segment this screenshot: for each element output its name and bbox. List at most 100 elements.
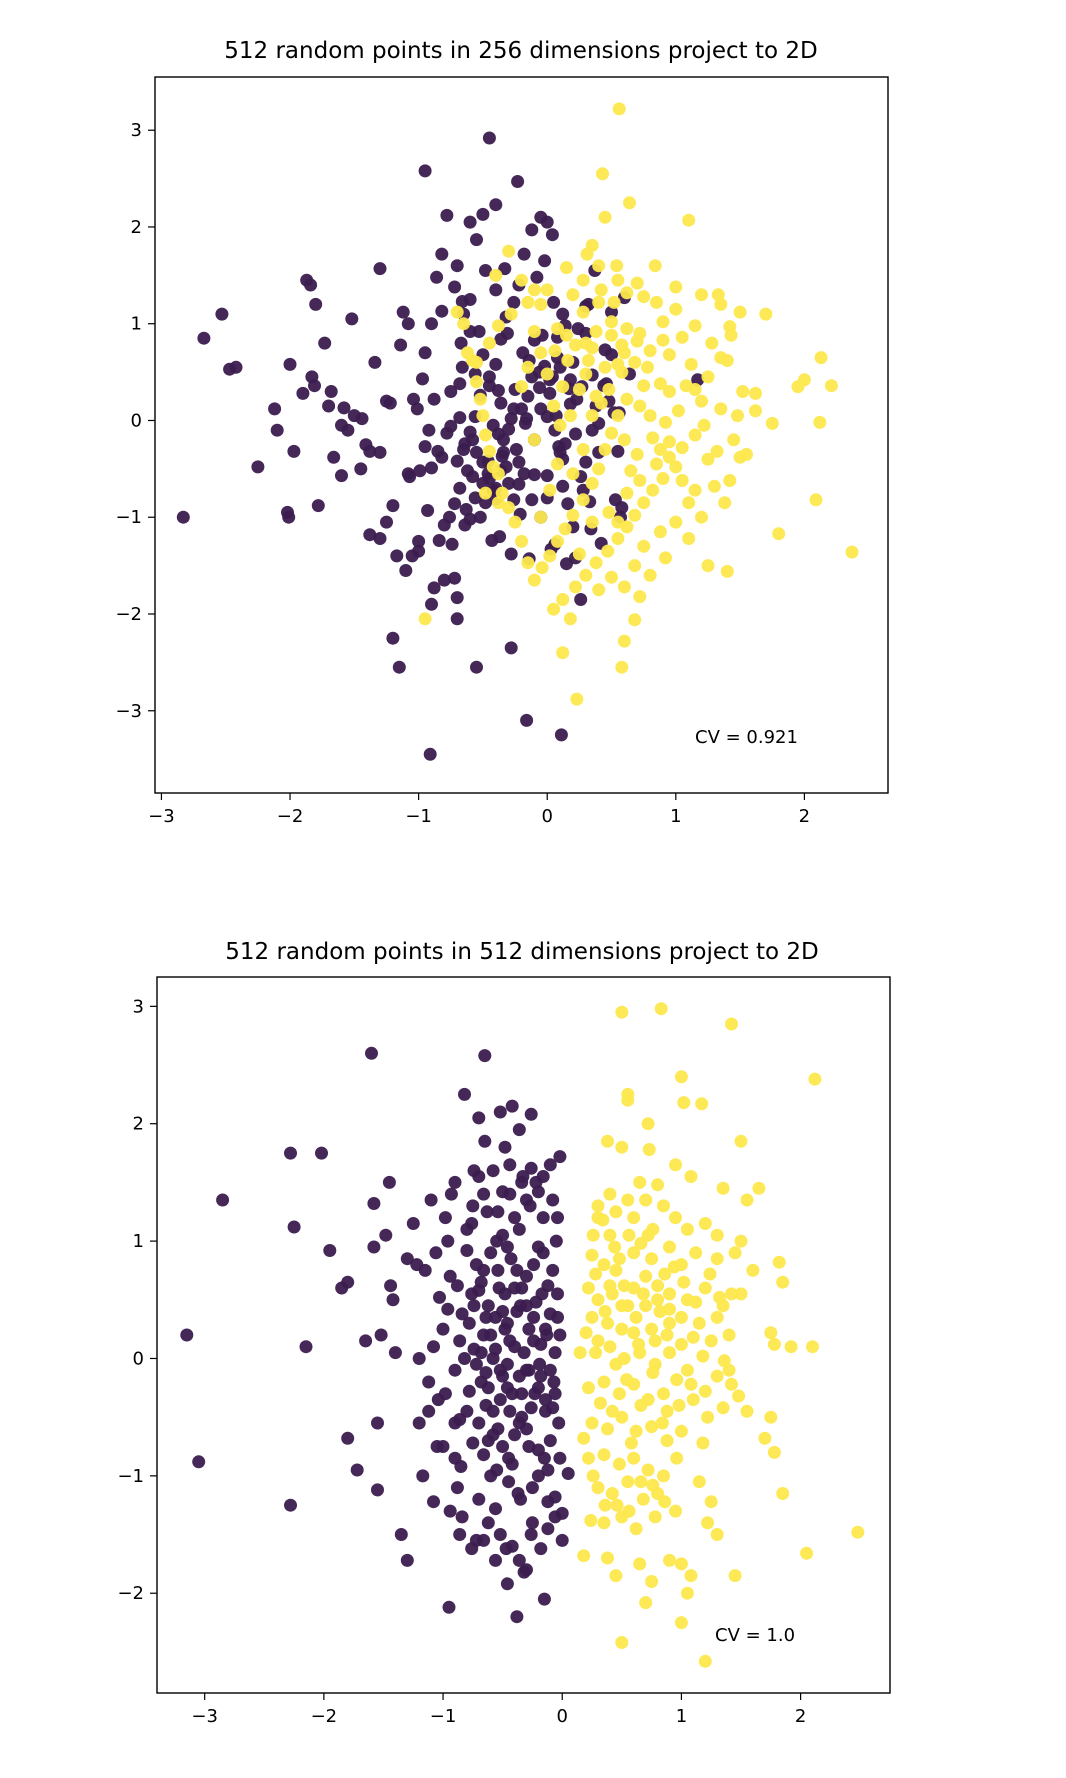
scatter-point: [728, 1246, 742, 1260]
scatter-point: [444, 1187, 458, 1201]
scatter-point: [371, 1483, 384, 1497]
scatter-point: [637, 379, 651, 393]
scatter-point: [605, 426, 618, 440]
scatter-point: [648, 1334, 662, 1348]
scatter-point: [675, 330, 689, 344]
scatter-point: [368, 355, 382, 369]
scatter-point: [603, 1187, 617, 1201]
scatter-point: [478, 1049, 492, 1063]
scatter-point: [491, 384, 505, 397]
scatter-point: [480, 1205, 494, 1219]
scatter-point: [560, 261, 573, 275]
scatter-point: [418, 164, 432, 178]
scatter-point: [749, 404, 762, 418]
scatter-point: [539, 1322, 552, 1336]
scatter-point: [609, 1357, 623, 1371]
scatter-point: [546, 1263, 560, 1277]
scatter-point: [814, 351, 828, 365]
scatter-point: [540, 469, 554, 483]
scatter-point: [553, 1451, 567, 1465]
scatter-point: [359, 1334, 373, 1348]
scatter-point: [476, 207, 490, 221]
scatter-point: [627, 1246, 641, 1260]
y-tick-label: 0: [133, 1348, 144, 1369]
scatter-point: [695, 510, 708, 524]
scatter-point: [563, 397, 577, 411]
scatter-point: [460, 1244, 474, 1257]
scatter-point: [767, 1337, 781, 1351]
scatter-point: [722, 1328, 736, 1342]
y-tick-label: −2: [115, 604, 142, 625]
scatter-point: [660, 1328, 674, 1342]
scatter-point: [507, 295, 521, 309]
scatter-point: [472, 325, 486, 338]
scatter-point: [531, 1185, 545, 1199]
scatter-point: [425, 461, 438, 475]
scatter-point: [512, 1369, 526, 1383]
scatter-point: [656, 472, 670, 485]
scatter-point: [549, 1234, 563, 1248]
scatter-point: [615, 1299, 629, 1313]
scatter-point: [660, 1434, 674, 1448]
scatter-point: [633, 474, 647, 487]
scatter-point: [776, 1487, 790, 1500]
scatter-point: [504, 547, 518, 561]
scatter-point: [448, 1451, 462, 1465]
scatter-point: [641, 360, 654, 374]
scatter-point: [382, 1175, 396, 1189]
scatter-point: [371, 1416, 384, 1430]
scatter-point: [608, 1240, 622, 1254]
scatter-point: [504, 412, 518, 426]
scatter-point: [324, 385, 338, 398]
scatter-point: [546, 1401, 560, 1415]
scatter-point: [527, 433, 541, 447]
scatter-point: [720, 354, 734, 367]
scatter-point: [611, 532, 625, 545]
scatter-point: [500, 1577, 514, 1591]
scatter-point: [444, 385, 458, 398]
scatter-point: [601, 1551, 614, 1565]
scatter-point: [517, 247, 531, 261]
scatter-point: [561, 354, 575, 367]
scatter-point: [505, 1539, 519, 1553]
scatter-point: [423, 747, 437, 761]
scatter-point: [758, 1431, 772, 1445]
scatter-point: [437, 518, 451, 532]
scatter-point: [470, 375, 483, 389]
scatter-point: [584, 1514, 598, 1527]
scatter-point: [598, 360, 612, 374]
scatter-point: [481, 1434, 495, 1448]
scatter-point: [710, 1369, 724, 1383]
scatter-point: [598, 210, 612, 224]
scatter-point: [701, 1516, 715, 1530]
scatter-point: [380, 515, 393, 529]
scatter-point: [180, 1328, 194, 1342]
scatter-point: [520, 1269, 533, 1283]
scatter-point: [728, 1569, 742, 1583]
scatter-point: [511, 175, 525, 188]
scatter-point: [496, 1440, 510, 1453]
scatter-point: [710, 1310, 724, 1324]
scatter-point: [481, 1381, 495, 1395]
scatter-point: [520, 1563, 533, 1577]
scatter-point: [527, 573, 541, 587]
scatter-point: [551, 1287, 564, 1301]
scatter-point: [531, 1469, 545, 1483]
scatter-point: [448, 1175, 462, 1189]
scatter-point: [696, 1436, 710, 1450]
plot-frame: [154, 76, 889, 794]
scatter-point: [494, 396, 508, 410]
scatter-point: [563, 409, 577, 423]
y-tick-label: 2: [133, 1114, 144, 1135]
scatter-point: [427, 1495, 440, 1509]
scatter-point: [453, 481, 467, 495]
scatter-point: [591, 1334, 605, 1348]
scatter-point: [733, 305, 747, 319]
scatter-point: [448, 497, 462, 511]
scatter-point: [663, 1316, 676, 1330]
scatter-point: [572, 383, 586, 396]
scatter-point: [615, 1636, 629, 1649]
scatter-point: [435, 304, 449, 318]
scatter-point: [470, 445, 483, 459]
scatter-point: [527, 325, 541, 338]
